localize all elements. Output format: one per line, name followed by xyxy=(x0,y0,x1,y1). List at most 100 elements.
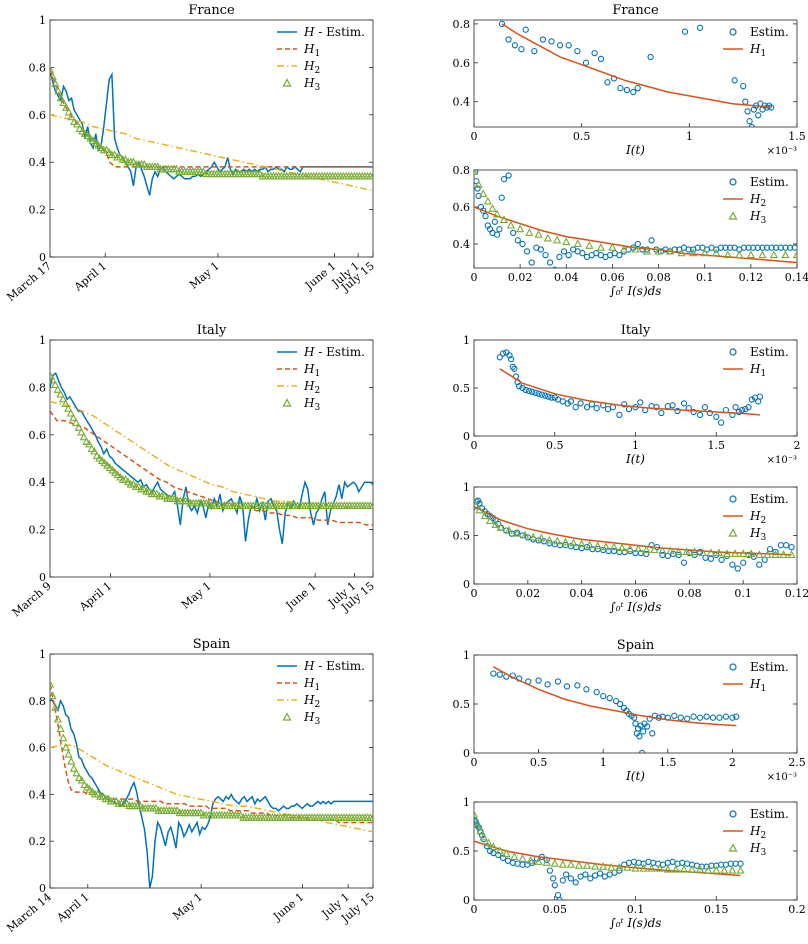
series-estim--point xyxy=(496,354,503,361)
series-estim--point xyxy=(783,542,790,549)
x-tick-label: 0.12 xyxy=(785,587,808,600)
series-estim--point xyxy=(511,365,518,372)
series-estim--point xyxy=(766,545,774,553)
series-estim--point xyxy=(572,404,579,411)
y-tick-label: 0.6 xyxy=(29,429,47,442)
series-h3-point xyxy=(682,547,691,556)
series-h3-point xyxy=(582,861,592,869)
chart-title: Italy xyxy=(197,323,227,338)
series-estim--point xyxy=(609,404,617,411)
legend-label: H1 xyxy=(749,677,766,694)
y-tick-label: 0.6 xyxy=(29,109,47,122)
x-tick-label: 0.1 xyxy=(734,587,752,600)
legend: Estim. H1 xyxy=(723,660,789,694)
series-estim--point xyxy=(684,715,691,722)
series-h3-point xyxy=(526,856,535,864)
axes-box xyxy=(473,801,798,901)
series-estim--point xyxy=(498,20,506,28)
series-h3-point xyxy=(82,782,92,791)
y-tick-label: 1 xyxy=(463,796,470,809)
x-axis-multiplier: ×10⁻³ xyxy=(767,772,797,783)
series-estim--point xyxy=(480,207,487,214)
series-h3-point xyxy=(92,451,102,460)
series-h3-point xyxy=(485,516,495,525)
series-h3-point xyxy=(50,65,55,73)
y-tick-label: 0 xyxy=(39,251,46,264)
series-estim--point xyxy=(707,555,715,562)
plot-area xyxy=(496,349,764,426)
y-tick-label: 0.4 xyxy=(29,476,47,489)
series-h3-point xyxy=(712,248,721,257)
x-tick-label: 0.08 xyxy=(646,271,671,284)
series-h3-point xyxy=(67,112,76,121)
chart-italy-int: 0 0.5 1 0 0.02 0.04 0.06 0.08 0.1 0.12 ∫₀ᵗ I(s)ds E… xyxy=(453,481,808,614)
series-h3-point xyxy=(102,145,111,154)
x-tick-label: 2.5 xyxy=(788,756,806,769)
series-h3-point xyxy=(98,792,108,800)
series-estim--point xyxy=(648,542,655,549)
legend-label: H3 xyxy=(749,526,766,543)
series-estim--point xyxy=(706,409,713,417)
series-estim--point xyxy=(726,244,734,251)
x-axis-label: I(t) xyxy=(625,769,645,783)
series-estim--point xyxy=(496,226,503,233)
series-estim--point xyxy=(703,713,710,720)
x-tick-label: May 1 xyxy=(170,890,205,922)
x-tick-label: 0.08 xyxy=(677,587,702,600)
series-estim--point xyxy=(696,24,704,31)
series-estim--point xyxy=(777,542,785,549)
series-h3-point xyxy=(90,446,99,455)
y-tick-label: 1 xyxy=(463,649,470,662)
series-estim--point xyxy=(742,405,749,413)
series-h3-point xyxy=(139,484,148,493)
x-tick-label: 0 xyxy=(471,587,478,600)
legend-label: H3 xyxy=(303,710,320,727)
series-h3-point xyxy=(97,456,107,464)
series-estim--point xyxy=(690,713,697,720)
series-h3-point xyxy=(502,849,511,857)
series-estim--point xyxy=(685,246,692,253)
series-h3-point xyxy=(88,136,98,144)
series-estim--point xyxy=(554,678,562,685)
series-h3-point xyxy=(64,749,73,758)
series-h3-point xyxy=(84,439,94,448)
x-tick-label: 0.06 xyxy=(600,271,625,284)
series-estim--point xyxy=(545,393,552,400)
x-tick-label: June 1 xyxy=(283,579,319,612)
series-estim--point xyxy=(531,47,538,55)
series-h3-point xyxy=(642,246,652,255)
y-tick-label: 1 xyxy=(463,334,470,347)
series-h3-point xyxy=(121,155,130,163)
series-h3-point xyxy=(104,794,113,803)
series-h3-point xyxy=(74,773,84,782)
series-h3-point xyxy=(236,810,245,819)
series-h3-point xyxy=(115,152,125,161)
series-estim--point xyxy=(505,172,512,179)
series-h3-point xyxy=(368,501,373,509)
series-estim--point xyxy=(677,714,684,721)
series-h3-point xyxy=(77,427,86,436)
series-estim--point xyxy=(560,248,568,255)
chart-france-time: France 0 0.2 0.4 0.6 0.8 1 March 17 April 1 May 1… xyxy=(4,3,377,304)
series-h3-point xyxy=(62,103,71,111)
series-estim--point xyxy=(572,879,579,886)
series-estim--point xyxy=(548,38,555,45)
x-axis-label: ∫₀ᵗ I(s)ds xyxy=(610,600,662,614)
series-estim--point xyxy=(745,404,752,411)
x-axis-label: ∫₀ᵗ I(s)ds xyxy=(610,916,662,930)
series-estim--point xyxy=(718,556,725,563)
legend-label: H2 xyxy=(303,59,320,76)
x-tick-label: 1 xyxy=(632,439,639,452)
series-h3-point xyxy=(108,465,117,474)
series-h3-point xyxy=(70,117,79,125)
axes-box xyxy=(473,486,798,585)
series-estim--point xyxy=(731,77,738,84)
series-h3-point xyxy=(601,542,611,551)
legend-label: Estim. xyxy=(750,345,789,359)
chart-title: France xyxy=(188,3,235,18)
series-estim--point xyxy=(717,419,725,426)
series-estim--point xyxy=(732,404,739,411)
series-estim--point xyxy=(756,561,763,568)
series-h3-point xyxy=(196,808,206,817)
y-tick-label: 0.8 xyxy=(29,61,47,74)
